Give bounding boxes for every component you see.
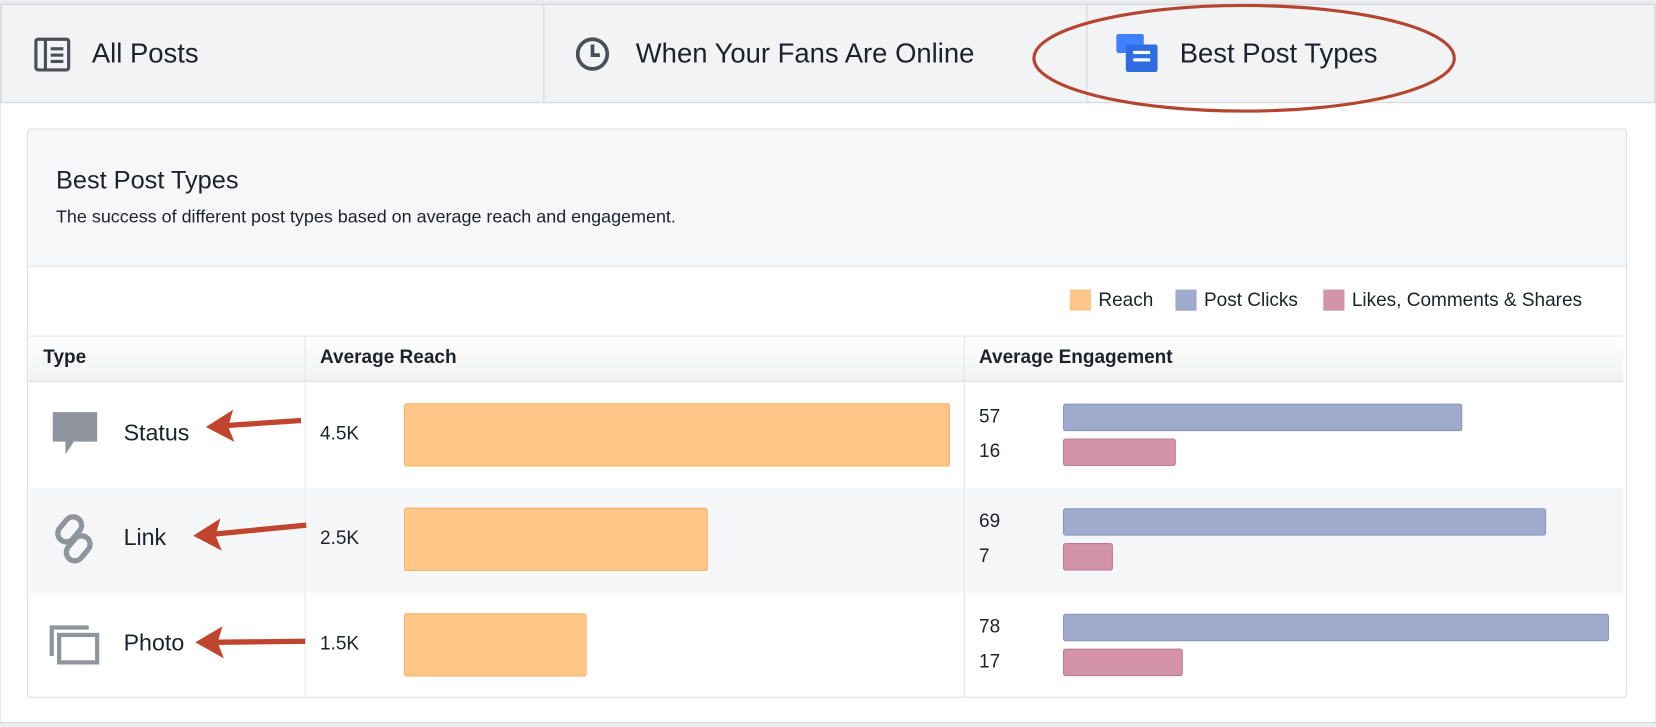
link-icon — [55, 514, 93, 564]
engagement-bar — [1062, 508, 1547, 536]
panel-title: Best Post Types — [56, 167, 239, 195]
table-header — [28, 336, 1624, 382]
engagement-label: 69 — [979, 511, 1000, 532]
engagement-bar — [1062, 613, 1610, 642]
legend-swatch — [1069, 289, 1091, 311]
tab[interactable]: When Your Fans Are Online — [636, 37, 975, 68]
reach-label: 4.5K — [320, 423, 359, 444]
photo-icon — [49, 625, 100, 665]
type-label: Status — [124, 419, 190, 445]
tab-bar — [0, 3, 1656, 104]
annotation-arrows — [193, 409, 307, 659]
engagement-bar — [1062, 543, 1113, 571]
legend-label: Likes, Comments & Shares — [1352, 290, 1582, 311]
engagement-label: 7 — [979, 546, 990, 567]
engagement-label: 16 — [979, 441, 1000, 462]
reach-bar — [403, 403, 950, 467]
row-stripe — [28, 488, 1624, 593]
highlight-ellipse — [1032, 3, 1456, 113]
reach-bar — [403, 613, 587, 677]
column-header: Average Engagement — [979, 347, 1173, 368]
column-header: Type — [43, 347, 86, 368]
chart-layer: Reach Post Clicks Likes, Comments & Shares… — [124, 289, 1610, 677]
engagement-label: 17 — [979, 651, 1000, 672]
all-posts-icon — [34, 37, 71, 72]
post-types-icon — [1116, 33, 1158, 73]
engagement-bar — [1062, 648, 1183, 677]
panel-subtitle: The success of different post types base… — [56, 206, 676, 226]
type-label: Photo — [124, 630, 185, 656]
legend-label: Reach — [1098, 290, 1153, 311]
clock-icon — [575, 37, 610, 71]
legend-swatch — [1323, 289, 1345, 311]
reach-label: 1.5K — [320, 633, 359, 654]
reach-label: 2.5K — [320, 528, 359, 549]
engagement-bar — [1062, 438, 1176, 466]
legend-label: Post Clicks — [1204, 290, 1298, 311]
panel-header — [28, 130, 1626, 267]
engagement-label: 78 — [979, 617, 1000, 638]
reach-bar — [403, 507, 708, 572]
engagement-bar — [1062, 403, 1463, 432]
type-label: Link — [124, 524, 167, 550]
legend-swatch — [1175, 289, 1197, 311]
engagement-label: 57 — [979, 406, 1000, 427]
tab-active[interactable]: Best Post Types — [1180, 37, 1378, 68]
tab[interactable]: All Posts — [92, 37, 199, 68]
column-header: Average Reach — [320, 347, 457, 368]
status-icon — [52, 412, 98, 455]
